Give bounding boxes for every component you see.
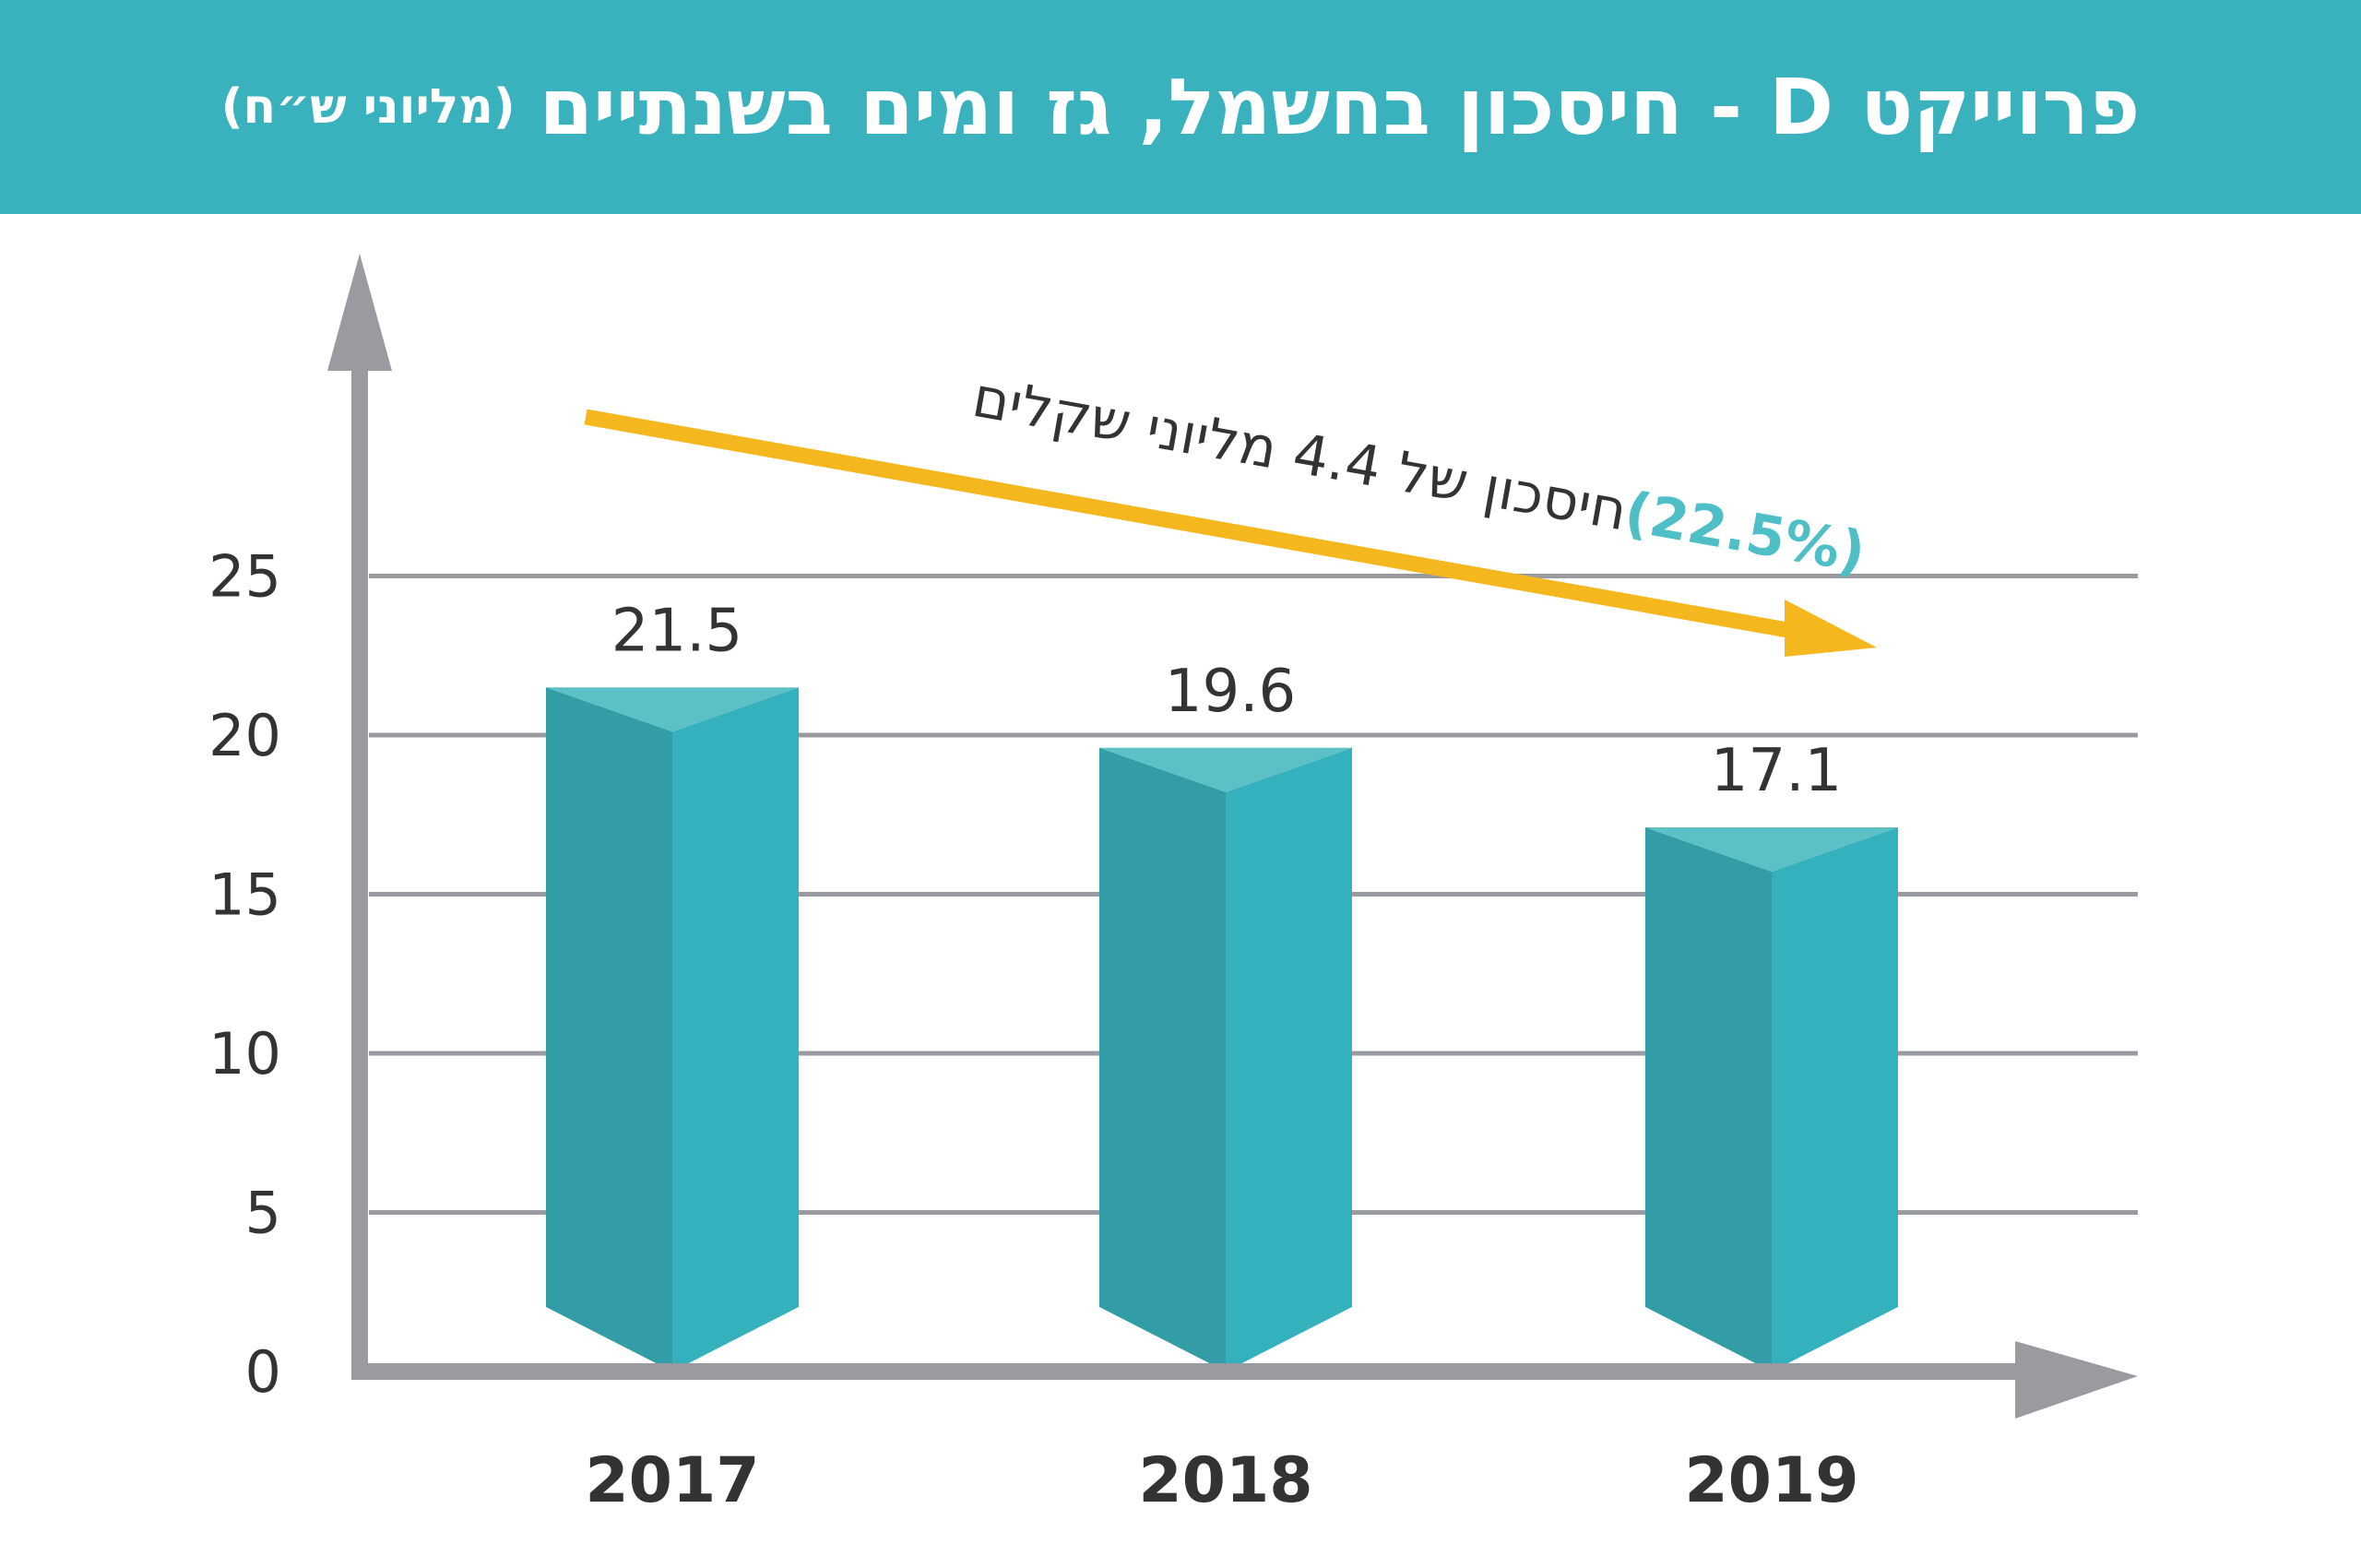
y-tick-label: 15 xyxy=(208,861,281,929)
bar-2017 xyxy=(546,687,799,1372)
value-label: 19.6 xyxy=(1165,658,1297,726)
trend-annotation: (22.5%) חיסכון של 4.4 מליוני שקלים xyxy=(584,365,1877,657)
chart-unit: (מליוני ש״ח) xyxy=(220,79,516,135)
y-axis-arrowhead xyxy=(327,254,392,371)
savings-percent: (22.5%) xyxy=(1619,480,1869,586)
value-label: 17.1 xyxy=(1711,737,1843,805)
y-tick-label: 5 xyxy=(245,1180,281,1247)
y-tick-label: 0 xyxy=(245,1338,281,1406)
axes xyxy=(327,254,2138,1419)
y-tick-label: 25 xyxy=(208,543,281,611)
y-tick-label: 20 xyxy=(208,702,281,769)
value-label: 21.5 xyxy=(611,597,743,665)
bar-face-left xyxy=(1645,827,1772,1372)
x-tick-label: 2019 xyxy=(1684,1444,1858,1517)
chart-title: פרוייקט D - חיסכון בחשמל, גז ומים בשנתיי… xyxy=(539,62,2141,152)
y-tick-label: 10 xyxy=(208,1020,281,1087)
bar-face-left xyxy=(546,687,672,1372)
value-labels: 21.5 19.6 17.1 xyxy=(611,597,1843,805)
bar-top-face xyxy=(1099,747,1352,792)
chart-header: פרוייקט D - חיסכון בחשמל, גז ומים בשנתיי… xyxy=(0,0,2361,214)
y-tick-labels: 0 5 10 15 20 25 xyxy=(208,543,281,1407)
bar-top-face xyxy=(1645,827,1898,873)
x-tick-labels: 2017 2018 2019 xyxy=(585,1444,1858,1517)
x-axis-arrowhead xyxy=(2015,1341,2138,1419)
x-tick-label: 2017 xyxy=(585,1444,759,1517)
bar-2018 xyxy=(1099,747,1352,1372)
trend-arrow-line xyxy=(584,409,1805,641)
bars xyxy=(546,687,1898,1372)
bar-face-left xyxy=(1099,747,1226,1372)
trend-arrowhead xyxy=(1785,600,1877,657)
bar-2019 xyxy=(1645,827,1898,1372)
trend-annotation-text: (22.5%) חיסכון של 4.4 מליוני שקלים xyxy=(967,365,1869,586)
bar-face-right xyxy=(672,687,799,1372)
bar-face-right xyxy=(1226,747,1352,1372)
bar-face-right xyxy=(1772,827,1898,1372)
x-tick-label: 2018 xyxy=(1138,1444,1312,1517)
savings-text: חיסכון של 4.4 מליוני שקלים xyxy=(967,365,1631,544)
bar-top-face xyxy=(546,687,799,732)
